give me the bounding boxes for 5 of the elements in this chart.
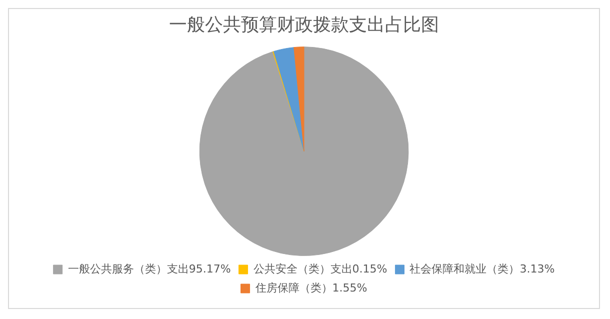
legend-label: 住房保障（类）1.55% (255, 281, 368, 294)
chart-title: 一般公共预算财政拨款支出占比图 (169, 14, 439, 36)
legend-label: 一般公共服务（类）支出95.17% (68, 262, 231, 276)
legend-label: 社会保障和就业（类）3.13% (410, 262, 555, 276)
legend-label: 公共安全（类）支出0.15% (253, 262, 388, 276)
